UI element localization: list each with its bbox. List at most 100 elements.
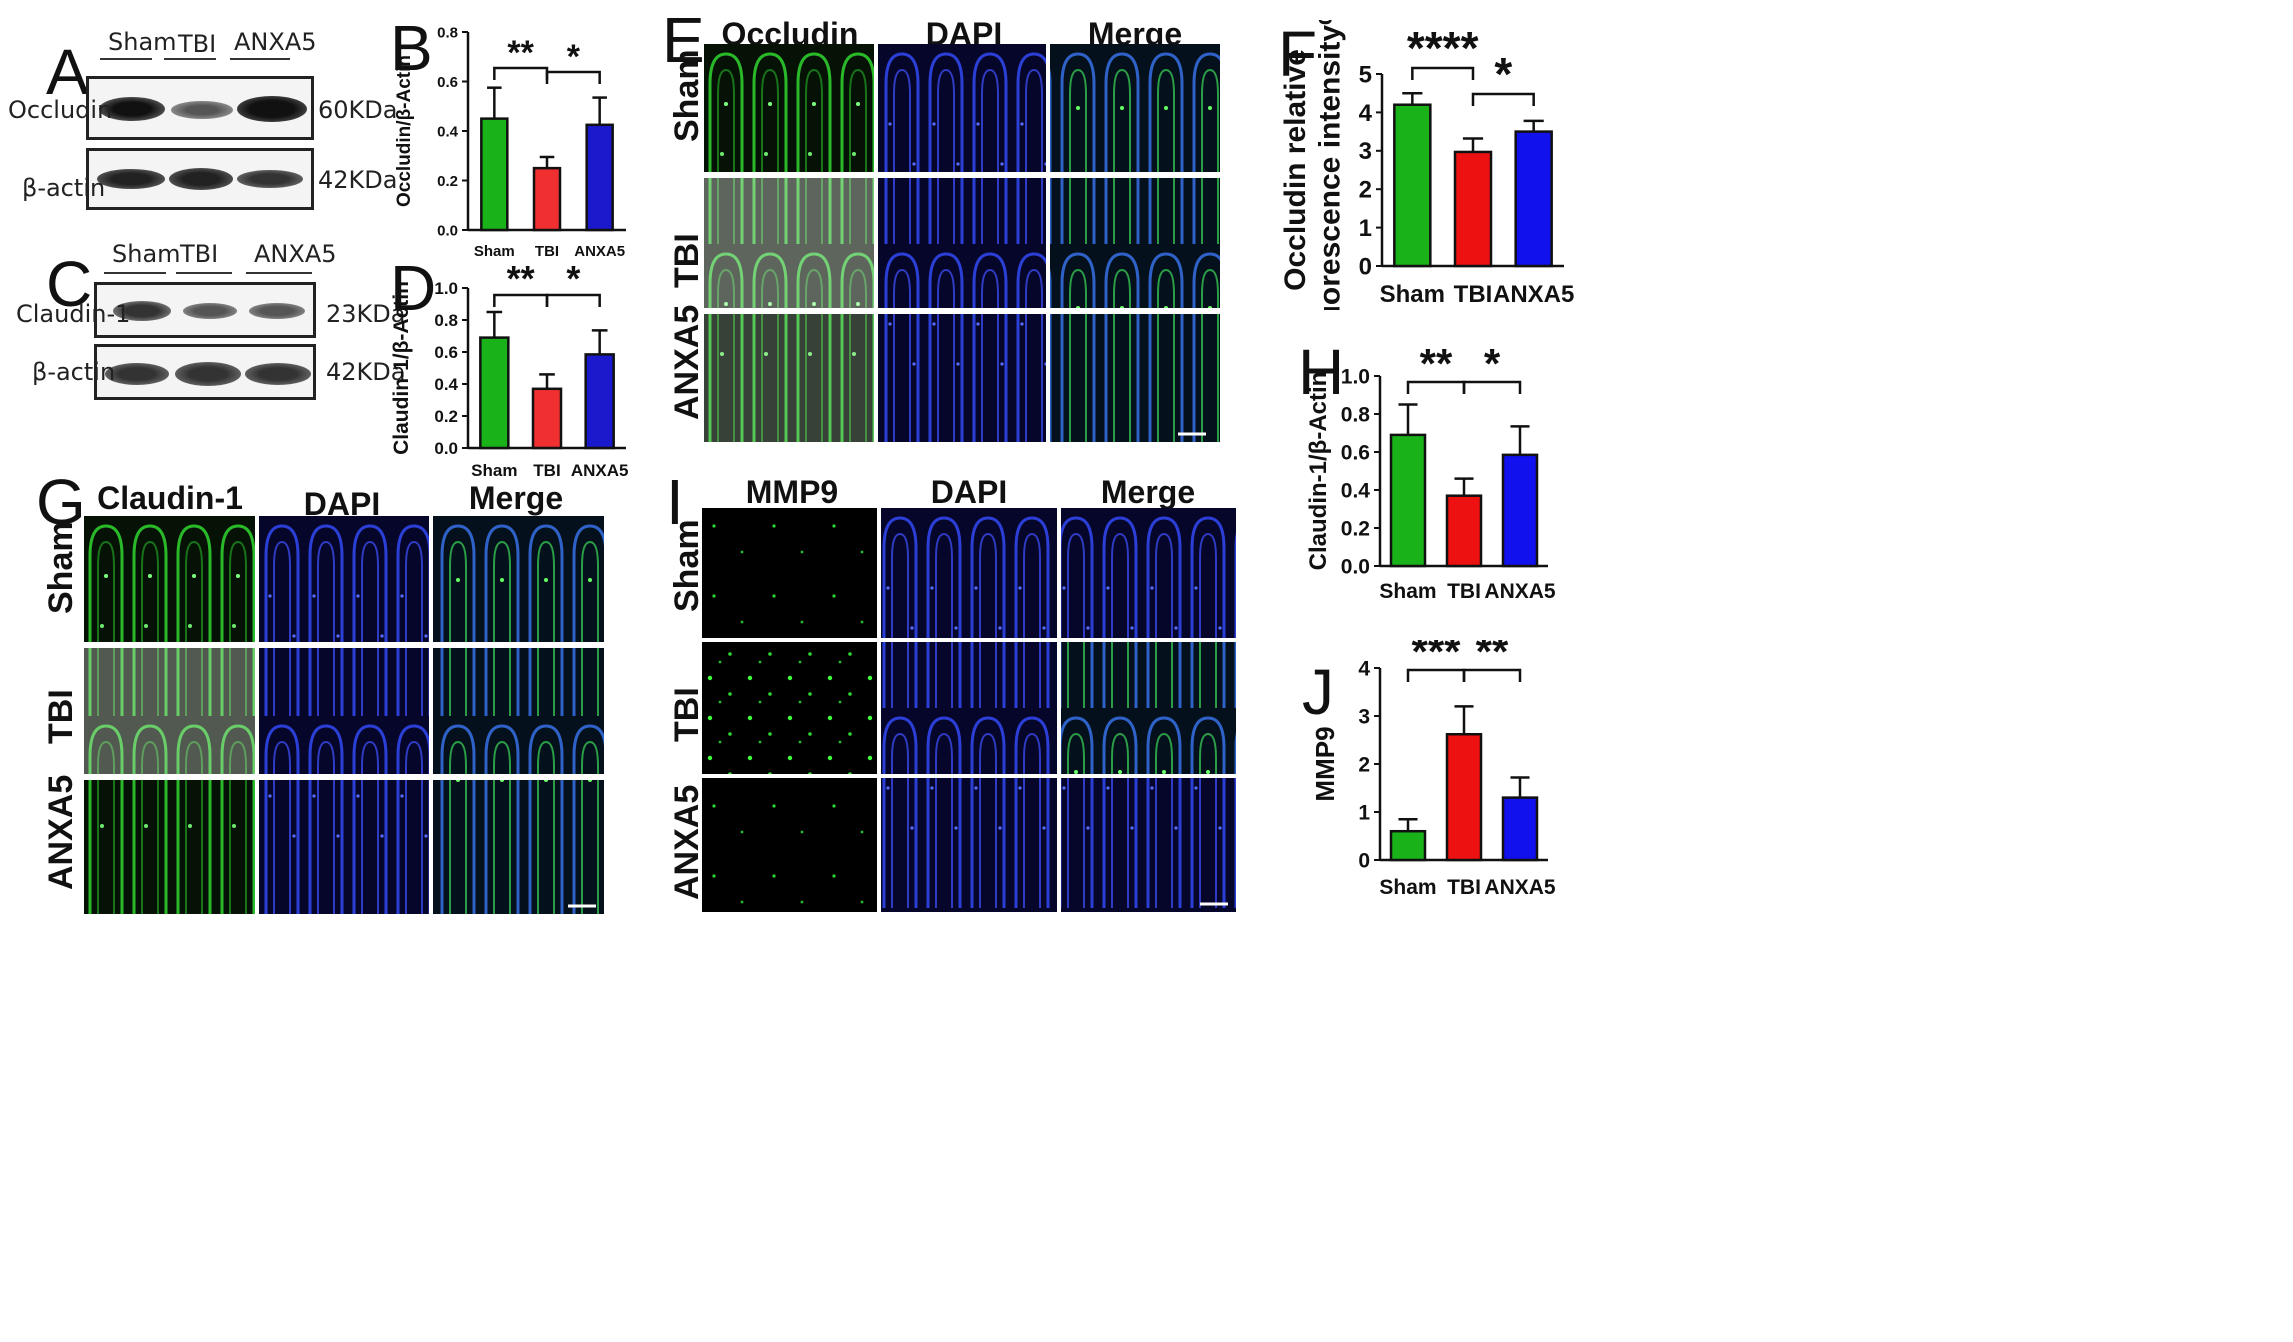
category-label: Sham	[471, 461, 517, 480]
row-label: ANXA5	[42, 774, 80, 890]
significance-bracket	[1411, 66, 1475, 80]
significance-stars: **	[1476, 640, 1509, 675]
y-axis-label: Claudin-1/β-Actin	[1305, 372, 1332, 571]
blot-size-label: 42KDa	[318, 166, 398, 194]
bar-tbi	[1445, 732, 1483, 862]
y-axis-label: MMP9	[1310, 726, 1340, 801]
y-tick-label: 0.6	[434, 343, 458, 362]
lane-label-sham: Sham	[112, 240, 181, 268]
y-tick-label: 4	[1358, 657, 1370, 680]
significance-stars: ***	[1411, 640, 1461, 675]
significance-stars: **	[507, 258, 535, 299]
micrograph-grid-E	[704, 44, 1220, 442]
significance-bracket	[545, 70, 601, 84]
y-tick-label: 0.6	[437, 74, 458, 91]
bar-sham	[1393, 103, 1432, 268]
bar-sham	[480, 117, 509, 232]
panel-letter-E: E	[662, 4, 705, 76]
row-label: TBI	[668, 233, 706, 288]
y-tick-label: 0.2	[437, 173, 458, 190]
column-header: MMP9	[745, 474, 839, 510]
panel-letter-A: A	[46, 36, 89, 108]
category-label: ANXA5	[571, 461, 629, 480]
y-tick-label: 0	[1359, 253, 1372, 280]
column-header: Merge	[468, 480, 564, 516]
bar-anxa5	[584, 353, 615, 450]
y-tick-label: 0.4	[434, 375, 458, 394]
category-label: TBI	[1447, 580, 1481, 603]
y-tick-label: 0.8	[434, 311, 458, 330]
column-header: Merge	[1100, 474, 1196, 510]
y-tick-label: 3	[1358, 705, 1370, 728]
chart-F: 0 1 2 3 4 5 Occludin relativefluorescence inte…	[1280, 20, 1574, 310]
y-tick-label: 0.2	[1341, 517, 1370, 540]
y-tick-label: 2	[1358, 753, 1370, 776]
significance-stars: *	[1494, 48, 1512, 100]
significance-bracket	[1471, 92, 1535, 106]
bar-anxa5	[1501, 453, 1539, 568]
blot-occludin	[86, 76, 314, 140]
category-label: Sham	[1379, 876, 1436, 899]
blot-protein-label: β-actin	[22, 174, 106, 202]
category-label: TBI	[535, 243, 559, 260]
y-tick-label: 0.4	[1341, 479, 1371, 502]
bar-anxa5	[1501, 796, 1539, 862]
y-tick-label: 0.0	[437, 222, 458, 239]
bar-sham	[1389, 829, 1427, 862]
chart-H: 0.0 0.2 0.4 0.6 0.8 1.0 Claudin-1/β-Actin Sham T…	[1305, 340, 1556, 603]
y-tick-label: 0.8	[1341, 403, 1371, 426]
y-tick-label: 0.8	[437, 24, 458, 41]
lane-underline	[100, 58, 152, 60]
panel-letter-B: B	[390, 12, 433, 84]
lane-underline	[230, 58, 290, 60]
bar-sham	[479, 336, 510, 450]
significance-stars: *	[1484, 340, 1501, 387]
significance-bracket	[545, 293, 601, 307]
bar-tbi	[532, 166, 562, 232]
significance-stars: **	[507, 34, 534, 72]
lane-label-tbi: TBI	[178, 30, 217, 58]
bar-anxa5	[1514, 130, 1553, 268]
panel-letter-J: J	[1302, 656, 1334, 728]
category-label: ANXA5	[1493, 281, 1574, 308]
y-tick-label: 5	[1359, 61, 1372, 88]
blot-beta-actin-C	[94, 344, 316, 400]
blot-size-label: 42KDa	[326, 358, 406, 386]
bar-tbi	[1445, 494, 1483, 568]
y-tick-label: 0.2	[434, 407, 458, 426]
y-tick-label: 0.0	[434, 439, 458, 458]
y-tick-label: 1.0	[1341, 365, 1370, 388]
micrograph-grid-I	[702, 508, 1236, 912]
y-axis-label: Occludin relativefluorescence intensity%	[1280, 20, 1347, 310]
category-label: ANXA5	[574, 243, 625, 260]
significance-stars: **	[1420, 340, 1453, 387]
significance-stars: *	[566, 258, 580, 299]
lane-underline	[104, 272, 166, 274]
blot-size-label: 23KDa	[326, 300, 406, 328]
y-tick-label: 4	[1359, 100, 1373, 127]
panel-letter-I: I	[666, 466, 684, 538]
row-label: Sham	[42, 521, 80, 614]
y-tick-label: 0.0	[1341, 555, 1370, 578]
panel-letter-G: G	[36, 466, 86, 538]
y-axis-label: Occludin/β-Actin	[394, 55, 415, 207]
significance-bracket	[1462, 668, 1522, 682]
category-label: Sham	[1380, 281, 1445, 308]
panel-letter-C: C	[46, 248, 93, 320]
row-label: ANXA5	[668, 304, 706, 420]
lane-underline	[164, 58, 216, 60]
blot-claudin-1	[94, 282, 316, 338]
bar-tbi	[531, 387, 563, 450]
y-tick-label: 3	[1359, 138, 1372, 165]
category-label: ANXA5	[1484, 876, 1556, 899]
significance-stars: ****	[1407, 22, 1479, 74]
lane-label-anxa5: ANXA5	[234, 28, 317, 56]
category-label: Sham	[474, 243, 515, 260]
bar-tbi	[1453, 150, 1493, 268]
micrograph-grid-G	[84, 516, 604, 914]
panel-letter-H: H	[1298, 336, 1345, 408]
lane-underline	[246, 272, 312, 274]
lane-label-sham: Sham	[108, 28, 177, 56]
category-label: TBI	[1454, 281, 1493, 308]
